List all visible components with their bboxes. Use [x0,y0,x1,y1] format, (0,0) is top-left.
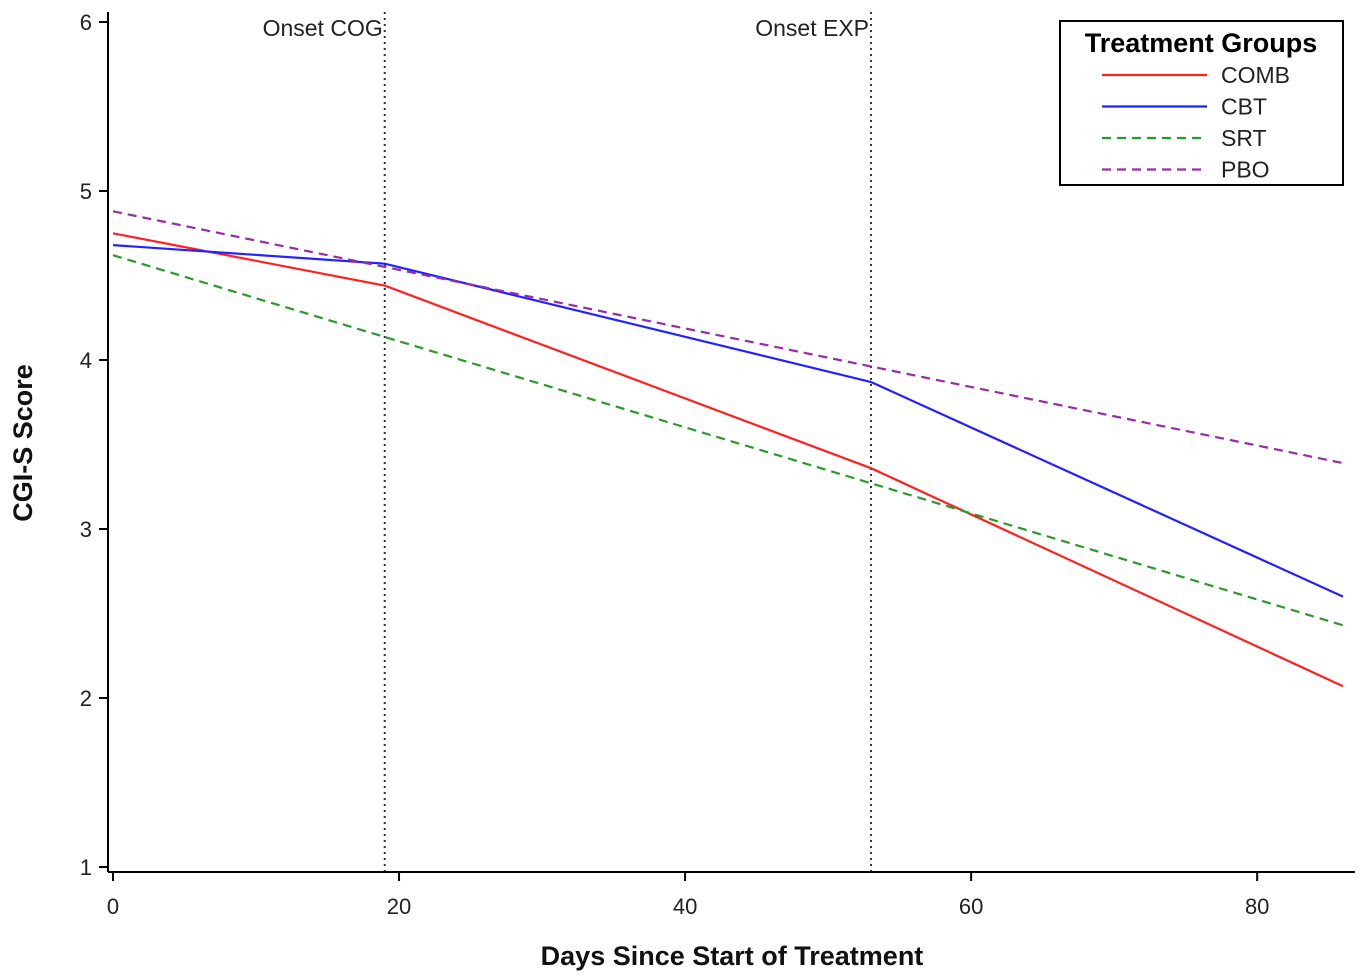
series-line-comb [112,232,1344,688]
legend-label: SRT [1221,125,1267,151]
legend-label: CBT [1221,94,1267,120]
x-tick-label: 0 [107,894,119,919]
series-layer [112,210,1344,688]
x-tick-label: 80 [1245,894,1269,919]
y-tick-label: 1 [80,855,92,880]
y-tick-label: 4 [80,348,92,373]
x-tick-label: 40 [673,894,697,919]
y-tick-label: 5 [80,179,92,204]
legend-title: Treatment Groups [1085,28,1318,58]
series-line-srt [112,254,1344,627]
y-tick-label: 6 [80,10,92,35]
x-tick-label: 20 [387,894,411,919]
legend: Treatment Groups COMB CBT SRT PBO [1059,20,1344,186]
y-axis-title: CGI-S Score [8,364,38,522]
reference-lines: Onset COG Onset EXP [263,12,873,872]
reference-line-label: Onset EXP [755,15,869,41]
legend-label: PBO [1221,157,1270,183]
series-line-cbt [112,244,1344,598]
x-tick-label: 60 [959,894,983,919]
y-tick-label: 2 [80,686,92,711]
x-axis-title: Days Since Start of Treatment [541,941,924,971]
legend-items: COMB CBT SRT PBO [1102,62,1290,183]
reference-line-label: Onset COG [263,15,383,41]
series-line-pbo [112,210,1344,465]
legend-box [1059,20,1344,186]
legend-label: COMB [1221,62,1290,88]
y-tick-label: 3 [80,517,92,542]
